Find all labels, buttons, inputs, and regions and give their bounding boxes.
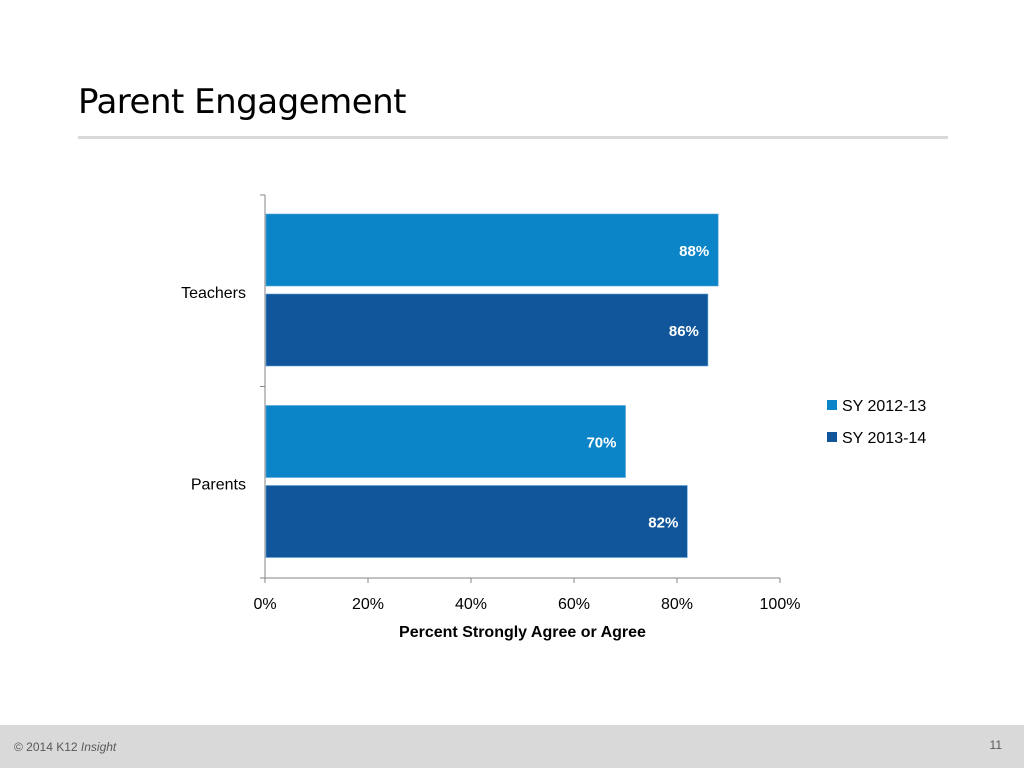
x-tick-label: 60% [558,596,590,613]
copyright-text: © 2014 K12 [14,740,78,754]
slide-title: Parent Engagement [78,82,407,122]
x-tick-label: 100% [760,596,801,613]
legend-label: SY 2012-13 [842,398,926,415]
bar-teachers-0 [265,213,719,287]
legend-label: SY 2013-14 [842,430,926,447]
x-axis-title: Percent Strongly Agree or Agree [399,624,646,641]
page-number: 11 [989,738,1002,752]
bar-teachers-1 [265,293,709,367]
data-label: 88% [679,243,709,260]
legend-swatch-0 [827,400,837,410]
footer-copyright: © 2014 K12 Insight [14,740,116,754]
title-divider [78,136,948,139]
x-tick-label: 20% [352,596,384,613]
bar-parents-0 [265,405,626,478]
data-label: 70% [586,435,616,452]
category-label: Teachers [181,285,246,302]
data-label: 86% [669,323,699,340]
category-label: Parents [191,476,246,493]
footer-bar: © 2014 K12 Insight 11 [0,725,1024,768]
x-tick-label: 0% [253,596,276,613]
data-label: 82% [648,515,678,532]
x-tick-label: 80% [661,596,693,613]
bar-parents-1 [265,485,688,558]
bar-chart: 0% 20% 40% 60% 80% 100% Percent Strongly Agree… [181,194,926,641]
x-tick-label: 40% [455,596,487,613]
legend-swatch-1 [827,432,837,442]
brand-text: Insight [80,740,117,754]
